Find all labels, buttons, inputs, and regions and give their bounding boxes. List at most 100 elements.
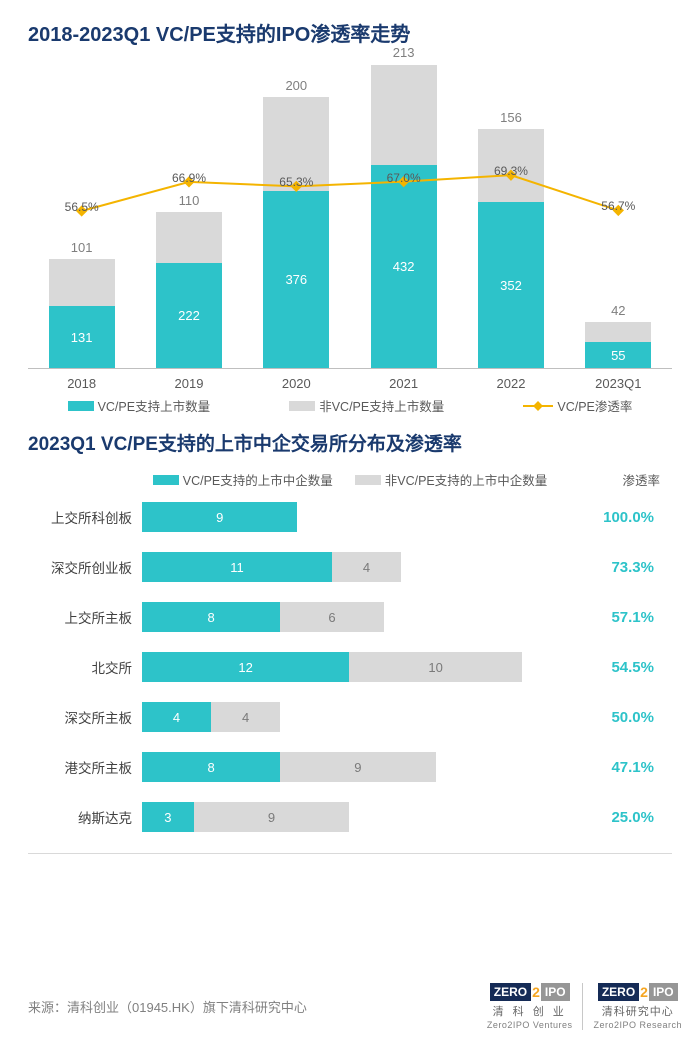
- vc-bar: 11: [142, 552, 332, 582]
- chart2-row: 纳斯达克3925.0%: [28, 799, 672, 835]
- footer-divider: [28, 853, 672, 854]
- swatch-teal: [68, 401, 94, 411]
- row-label: 深交所主板: [28, 707, 142, 727]
- x-tick-label: 2018: [49, 376, 115, 391]
- legend-line: VC/PE渗透率: [523, 396, 632, 415]
- pct-label: 56.5%: [65, 200, 99, 214]
- vc-bar: 352: [478, 202, 544, 368]
- row-label: 上交所科创板: [28, 507, 142, 527]
- chart2-rows: 上交所科创板9100.0%深交所创业板11473.3%上交所主板8657.1%北…: [28, 499, 672, 835]
- pct-label: 66.9%: [172, 171, 206, 185]
- vc-bar: 222: [156, 263, 222, 368]
- footer-logos: ZERO2IPO 清 科 创 业 Zero2IPO Ventures ZERO2…: [487, 983, 682, 1030]
- legend-vc-label: VC/PE支持上市数量: [98, 396, 211, 415]
- swatch-gray: [289, 401, 315, 411]
- pct-label: 67.0%: [387, 171, 421, 185]
- legend2-non-label: 非VC/PE支持的上市中企数量: [385, 470, 548, 489]
- non-vc-bar: [49, 259, 115, 307]
- source-text: 来源：清科创业（01945.HK）旗下清科研究中心: [28, 997, 307, 1016]
- row-bars: 89: [142, 752, 522, 782]
- row-bars: 9: [142, 502, 522, 532]
- legend2-vc: VC/PE支持的上市中企数量: [153, 470, 333, 489]
- non-vc-bar: 6: [280, 602, 384, 632]
- chart1-column: 110222: [156, 65, 222, 368]
- non-vc-bar: 4: [211, 702, 280, 732]
- chart2-row: 深交所创业板11473.3%: [28, 549, 672, 585]
- chart1-column: 101 131: [49, 65, 115, 368]
- vc-bar: 376: [263, 191, 329, 368]
- logo2-en: Zero2IPO Research: [593, 1020, 682, 1030]
- logo-ventures: ZERO2IPO 清 科 创 业 Zero2IPO Ventures: [487, 983, 573, 1030]
- x-tick-label: 2022: [478, 376, 544, 391]
- x-tick-label: 2023Q1: [585, 376, 651, 391]
- non-vc-value: 213: [371, 45, 437, 60]
- non-vc-bar: [585, 322, 651, 342]
- pct-label: 56.7%: [601, 199, 635, 213]
- row-bars: 114: [142, 552, 522, 582]
- chart1-column: 42 55: [585, 65, 651, 368]
- vc-bar: 3: [142, 802, 194, 832]
- row-label: 北交所: [28, 657, 142, 677]
- row-pct: 25.0%: [522, 809, 672, 826]
- legend-non: 非VC/PE支持上市数量: [289, 396, 444, 415]
- x-tick-label: 2020: [263, 376, 329, 391]
- legend2-pct-label: 渗透率: [622, 470, 660, 489]
- chart1-title: 2018-2023Q1 VC/PE支持的IPO渗透率走势: [0, 0, 700, 55]
- logo1-en: Zero2IPO Ventures: [487, 1020, 573, 1030]
- row-bars: 44: [142, 702, 522, 732]
- row-pct: 57.1%: [522, 609, 672, 626]
- legend-line-label: VC/PE渗透率: [557, 396, 632, 415]
- non-vc-bar: [371, 65, 437, 165]
- chart1-legend: VC/PE支持上市数量 非VC/PE支持上市数量 VC/PE渗透率: [28, 396, 672, 415]
- legend2-vc-label: VC/PE支持的上市中企数量: [183, 470, 333, 489]
- vc-bar: 8: [142, 602, 280, 632]
- row-label: 纳斯达克: [28, 807, 142, 827]
- non-vc-bar: 9: [280, 752, 435, 782]
- swatch-line: [523, 405, 553, 407]
- chart2: VC/PE支持的上市中企数量 非VC/PE支持的上市中企数量 渗透率 上交所科创…: [28, 464, 672, 835]
- legend-non-label: 非VC/PE支持上市数量: [319, 396, 444, 415]
- non-vc-value: 42: [585, 303, 651, 318]
- non-vc-value: 101: [49, 240, 115, 255]
- zero2ipo-icon: ZERO2IPO: [490, 983, 570, 1001]
- chart2-row: 深交所主板4450.0%: [28, 699, 672, 735]
- pct-label: 69.3%: [494, 164, 528, 178]
- row-bars: 1210: [142, 652, 522, 682]
- x-tick-label: 2021: [371, 376, 437, 391]
- vc-bar: 55: [585, 342, 651, 368]
- vc-bar: 9: [142, 502, 297, 532]
- chart1-column: 213432: [371, 65, 437, 368]
- row-bars: 86: [142, 602, 522, 632]
- row-pct: 54.5%: [522, 659, 672, 676]
- legend2-non: 非VC/PE支持的上市中企数量: [355, 470, 548, 489]
- vc-bar: 12: [142, 652, 349, 682]
- non-vc-bar: 10: [349, 652, 522, 682]
- non-vc-value: 156: [478, 110, 544, 125]
- row-pct: 73.3%: [522, 559, 672, 576]
- row-label: 上交所主板: [28, 607, 142, 627]
- row-label: 港交所主板: [28, 757, 142, 777]
- row-label: 深交所创业板: [28, 557, 142, 577]
- chart2-legend: VC/PE支持的上市中企数量 非VC/PE支持的上市中企数量 渗透率: [28, 464, 672, 499]
- chart1-xaxis: 201820192020202120222023Q1: [28, 376, 672, 391]
- vc-bar: 131: [49, 306, 115, 368]
- chart2-row: 北交所121054.5%: [28, 649, 672, 685]
- chart1-plot: 101 131 110222 200 376 213432 156 352 42 55: [28, 65, 672, 369]
- row-pct: 47.1%: [522, 759, 672, 776]
- chart2-title: 2023Q1 VC/PE支持的上市中企交易所分布及渗透率: [0, 415, 700, 464]
- non-vc-value: 200: [263, 78, 329, 93]
- vc-bar: 432: [371, 165, 437, 368]
- vc-bar: 8: [142, 752, 280, 782]
- chart2-row: 港交所主板8947.1%: [28, 749, 672, 785]
- logo2-cn: 清科研究中心: [602, 1003, 674, 1019]
- swatch-teal: [153, 475, 179, 485]
- zero2ipo-icon: ZERO2IPO: [598, 983, 678, 1001]
- row-pct: 50.0%: [522, 709, 672, 726]
- non-vc-bar: 9: [194, 802, 349, 832]
- chart1-column: 156 352: [478, 65, 544, 368]
- chart1-column: 200 376: [263, 65, 329, 368]
- pct-label: 65.3%: [279, 175, 313, 189]
- row-bars: 39: [142, 802, 522, 832]
- non-vc-bar: 4: [332, 552, 401, 582]
- logo-research: ZERO2IPO 清科研究中心 Zero2IPO Research: [582, 983, 682, 1030]
